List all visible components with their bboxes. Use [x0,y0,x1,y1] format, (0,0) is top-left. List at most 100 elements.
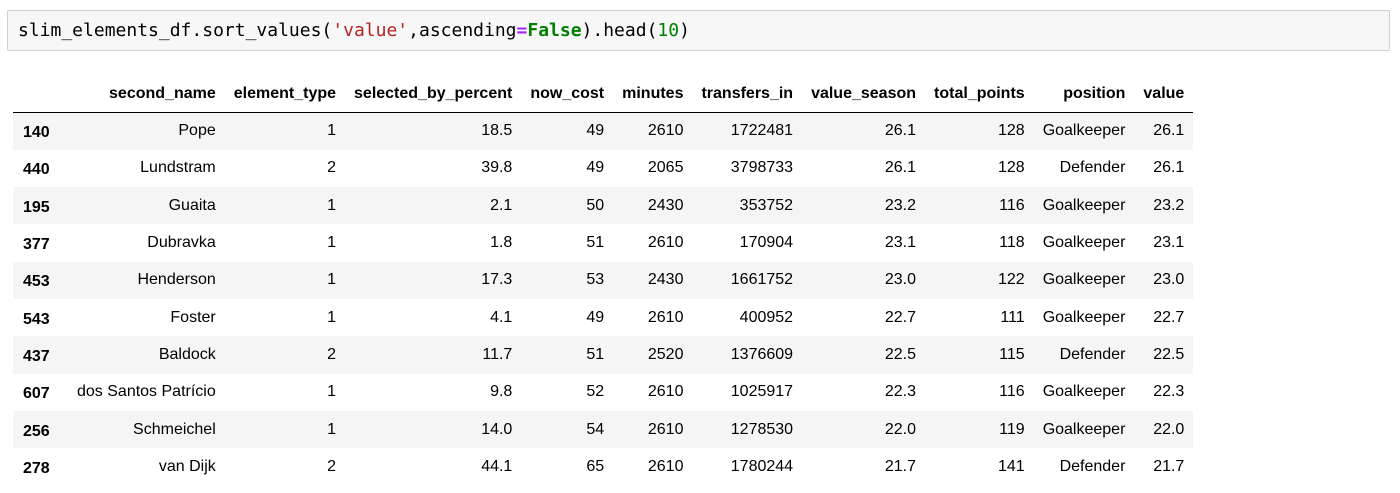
table-cell-value: 26.1 [1153,159,1185,177]
table-cell-total-points: 111 [1000,308,1025,326]
row-index-label: 437 [23,347,50,365]
row-index-label: 377 [23,236,50,254]
row-index-label: 440 [23,161,50,179]
code-text: ) [679,20,690,41]
table-cell-now-cost: 52 [586,383,605,401]
row-index: 278 [13,448,68,485]
table-cell-second-name: Baldock [158,345,216,363]
column-header: total_points [925,75,1034,113]
column-header: second_name [68,75,225,113]
table-cell-minutes: 2610 [647,234,684,252]
table-cell-minutes: 2430 [647,271,684,289]
table-cell-element-type: 1 [327,383,337,401]
table-cell-total-points: 115 [999,345,1025,363]
table-cell-position: Goalkeeper [1042,122,1126,140]
code-text: ).head( [581,20,658,41]
table-cell-element-type: 1 [327,234,337,252]
table-cell-total-points: 118 [999,234,1025,252]
table-cell-position: Goalkeeper [1042,383,1126,401]
code-input-cell[interactable]: slim_elements_df.sort_values('value',asc… [7,10,1390,51]
table-cell-element-type: 1 [327,420,337,438]
code-number: 10 [657,20,680,41]
row-index-label: 195 [23,198,50,216]
column-header: minutes [613,75,693,113]
table-cell-value-season: 22.0 [884,420,917,438]
table-cell-total-points: 122 [997,271,1025,289]
table-cell-value: 22.7 [1153,308,1185,326]
row-index-label: 140 [23,124,50,142]
table-cell-selected-by-percent: 14.0 [481,420,513,438]
column-header: position [1033,75,1135,113]
table-cell-second-name: Henderson [137,271,216,289]
table-row: 437 Baldock 2 11.7 51 2520 1376609 22.5 115 Defen… [13,336,1194,374]
table-cell-value-season: 26.1 [884,122,917,140]
table-cell-value-season: 22.3 [884,383,917,401]
table-cell-value: 22.0 [1153,420,1185,438]
index-header [13,75,68,113]
table-cell-selected-by-percent: 39.8 [481,159,513,177]
row-index: 437 [13,336,68,373]
column-header: value [1134,75,1194,113]
table-cell-position: Defender [1059,345,1126,363]
table-cell-value: 23.1 [1153,234,1185,252]
table-cell-element-type: 1 [327,196,337,214]
table-cell-value-season: 26.1 [884,159,917,177]
table-cell-total-points: 116 [999,383,1025,401]
table-body: 140 Pope 1 18.5 49 2610 1722481 26.1 128 Goalkeep… [13,112,1194,486]
table-cell-second-name: van Dijk [158,457,216,475]
table-cell-minutes: 2065 [647,159,684,177]
table-cell-selected-by-percent: 11.7 [482,345,513,363]
table-row: 543 Foster 1 4.1 49 2610 400952 22.7 111 Goalkeep… [13,299,1193,336]
row-index-label: 453 [23,273,50,291]
table-cell-transfers-in: 1661752 [730,271,794,289]
table-cell-position: Goalkeeper [1042,234,1126,252]
header-row: second_name element_type selected_by_per… [13,75,1194,113]
row-index-label: 256 [23,422,50,440]
column-header: now_cost [521,75,614,113]
table-cell-value-season: 23.1 [884,234,917,252]
table-row: 256 Schmeichel 1 14.0 54 2610 1278530 22.0 119 Go… [13,410,1194,449]
table-cell-selected-by-percent: 44.1 [481,457,513,475]
table-cell-transfers-in: 353752 [739,196,794,214]
table-cell-now-cost: 49 [586,122,605,140]
table-cell-position: Goalkeeper [1042,271,1126,289]
table-cell-value-season: 22.7 [884,308,917,326]
table-cell-selected-by-percent: 18.5 [481,122,513,140]
row-index: 195 [13,187,68,224]
row-index-label: 607 [23,385,50,403]
table-cell-transfers-in: 1780244 [730,457,794,475]
table-cell-transfers-in: 400952 [739,308,794,326]
table-row: 440 Lundstram 2 39.8 49 2065 3798733 26.1 128 Def… [13,150,1193,187]
row-index: 256 [13,411,68,448]
table-header: second_name element_type selected_by_per… [13,75,1194,113]
table-cell-minutes: 2610 [647,457,684,475]
code-text: slim_elements_df.sort_values( [18,20,333,41]
dataframe-table: second_name element_type selected_by_per… [13,75,1194,486]
table-cell-element-type: 2 [327,159,337,177]
table-cell-element-type: 2 [327,457,337,475]
code-line[interactable]: slim_elements_df.sort_values('value',asc… [18,20,690,42]
code-text: ,ascending [408,20,517,41]
table-cell-transfers-in: 170904 [739,234,794,252]
table-cell-selected-by-percent: 9.8 [490,383,513,401]
table-cell-element-type: 2 [327,345,337,363]
table-row: 140 Pope 1 18.5 49 2610 1722481 26.1 128 Goalkeep… [13,112,1194,150]
table-cell-position: Defender [1059,159,1126,177]
table-cell-selected-by-percent: 2.1 [490,196,513,214]
table-cell-selected-by-percent: 4.1 [490,308,513,326]
table-cell-second-name: dos Santos Patrício [77,383,216,401]
table-cell-now-cost: 50 [586,196,605,214]
table-cell-total-points: 116 [999,196,1025,214]
table-cell-minutes: 2610 [647,420,684,438]
table-cell-element-type: 1 [327,122,337,140]
table-cell-second-name: Guaita [168,196,216,214]
table-cell-now-cost: 51 [586,234,605,252]
table-cell-value: 22.5 [1153,345,1185,363]
table-cell-transfers-in: 1025917 [730,383,794,401]
table-cell-minutes: 2610 [647,308,684,326]
table-row: 377 Dubravka 1 1.8 51 2610 170904 23.1 118 Goalke… [13,224,1193,261]
table-cell-element-type: 1 [327,308,337,326]
row-index: 607 [13,374,68,411]
table-cell-total-points: 128 [997,122,1025,140]
table-cell-value-season: 22.5 [884,345,917,363]
